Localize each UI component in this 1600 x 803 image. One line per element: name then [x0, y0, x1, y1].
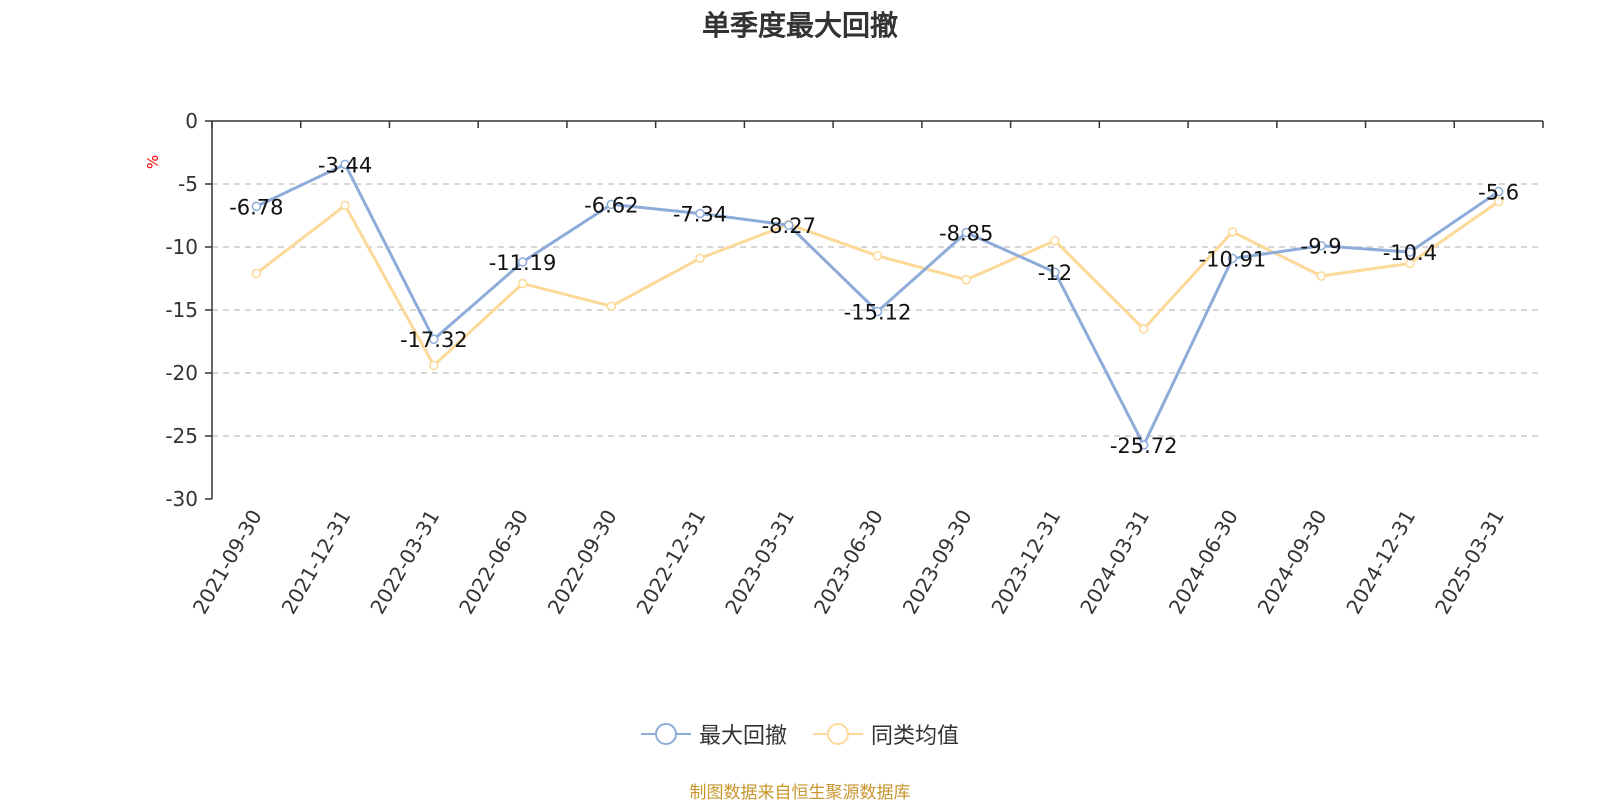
legend-marker-series1 — [640, 723, 691, 745]
y-tick-label: 0 — [185, 109, 198, 133]
data-point-series2 — [1405, 258, 1415, 269]
data-label: -15.12 — [844, 301, 912, 325]
data-point-series2 — [1138, 324, 1149, 334]
data-label: -11.19 — [489, 251, 557, 275]
data-label: -17.32 — [400, 328, 468, 352]
x-tick-label: 2023-06-30 — [809, 506, 888, 619]
data-point-series1 — [1493, 186, 1504, 197]
legend: 最大回撤 同类均值 — [0, 718, 1600, 750]
data-point-series2 — [1050, 235, 1060, 246]
data-point-series2 — [606, 301, 617, 311]
data-label: -6.78 — [229, 195, 283, 219]
legend-marker-series2 — [813, 723, 863, 745]
data-point-series1 — [1050, 267, 1060, 277]
data-point-series1 — [1405, 247, 1415, 257]
data-point-series2 — [1493, 196, 1504, 207]
data-point-series1 — [784, 220, 794, 230]
x-tick-label: 2024-03-31 — [1075, 506, 1154, 619]
data-point-series1 — [695, 208, 705, 219]
x-tick-label: 2022-03-31 — [365, 506, 444, 619]
data-label: -5.6 — [1478, 181, 1519, 205]
data-point-series2 — [872, 251, 883, 261]
data-point-series1 — [1227, 253, 1238, 264]
x-tick-label: 2023-03-31 — [720, 506, 799, 619]
x-tick-label: 2021-09-30 — [188, 506, 267, 619]
data-point-series2 — [340, 200, 350, 211]
data-point-series1 — [429, 334, 439, 344]
y-tick-label: -15 — [165, 298, 198, 322]
y-axis-unit: % — [144, 155, 162, 169]
x-tick-label: 2021-12-31 — [277, 506, 356, 619]
x-tick-label: 2022-06-30 — [454, 506, 533, 619]
data-point-series2 — [961, 275, 971, 285]
data-point-series1 — [872, 306, 883, 317]
y-tick-label: -30 — [165, 487, 198, 511]
data-point-series1 — [1138, 440, 1149, 450]
data-point-series1 — [1316, 240, 1326, 251]
data-point-series1 — [606, 199, 617, 210]
x-tick-label: 2024-06-30 — [1164, 506, 1243, 619]
data-label: -9.9 — [1301, 235, 1342, 259]
data-label: -10.4 — [1383, 241, 1437, 265]
legend-label-series1: 最大回撤 — [698, 724, 787, 749]
x-tick-label: 2023-09-30 — [898, 506, 977, 619]
x-tick-label: 2024-09-30 — [1253, 506, 1332, 619]
data-label: -12 — [1038, 261, 1072, 285]
data-point-series2 — [1227, 227, 1238, 237]
data-label: -7.34 — [673, 202, 727, 226]
data-point-series2 — [517, 278, 528, 289]
x-tick-label: 2023-12-31 — [986, 506, 1065, 619]
x-tick-label: 2022-12-31 — [631, 506, 710, 619]
data-label: -10.91 — [1199, 247, 1267, 271]
data-label: -8.85 — [939, 222, 993, 246]
y-tick-label: -5 — [178, 172, 198, 196]
data-point-series2 — [429, 360, 439, 371]
data-label: -3.44 — [318, 153, 372, 177]
legend-label-series2: 同类均值 — [871, 724, 960, 749]
data-point-series1 — [961, 227, 971, 238]
y-tick-label: -20 — [165, 361, 198, 385]
chart-title: 单季度最大回撤 — [701, 9, 898, 42]
x-tick-label: 2022-09-30 — [543, 506, 622, 619]
data-point-series2 — [1316, 271, 1326, 281]
data-point-series2 — [251, 268, 262, 279]
y-tick-label: -25 — [165, 424, 198, 448]
data-label: -8.27 — [762, 214, 816, 238]
data-label: -25.72 — [1110, 434, 1178, 458]
legend-item-series2[interactable]: 同类均值 — [813, 718, 959, 750]
data-point-series1 — [517, 257, 528, 267]
data-point-series1 — [340, 159, 350, 170]
x-tick-label: 2025-03-31 — [1430, 506, 1509, 619]
legend-item-series1[interactable]: 最大回撤 — [640, 718, 787, 750]
data-label: -6.62 — [584, 193, 638, 217]
source-note: 制图数据来自恒生聚源数据库 — [689, 783, 911, 803]
x-tick-label: 2024-12-31 — [1341, 506, 1420, 619]
data-point-series1 — [251, 201, 262, 212]
y-tick-label: -10 — [165, 235, 198, 259]
data-point-series2 — [695, 253, 705, 264]
